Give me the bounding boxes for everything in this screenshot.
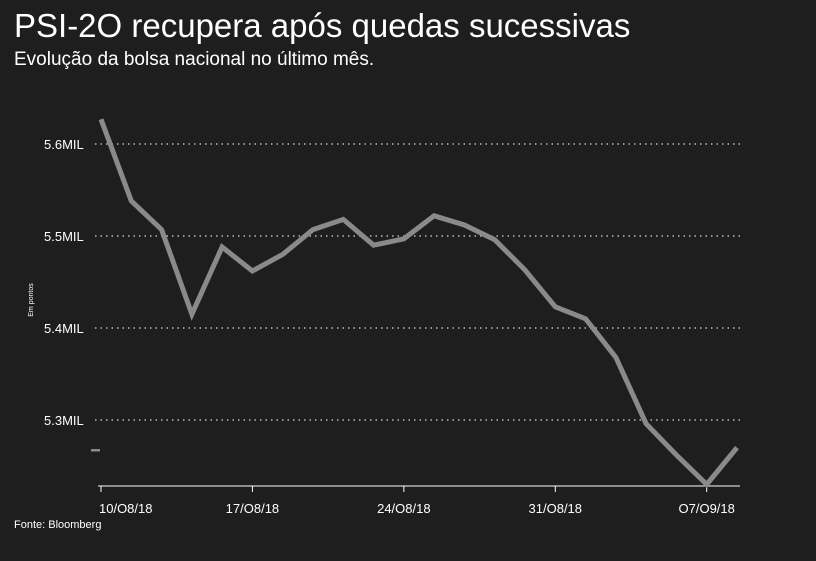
y-tick-label: 5.5MIL	[44, 229, 84, 244]
chart-subtitle: Evolução da bolsa nacional no último mês…	[14, 49, 375, 70]
y-axis-marker	[91, 449, 100, 452]
x-tick-label: 24/O8/18	[377, 501, 431, 516]
x-axis: 10/O8/18 17/O8/18 24/O8/18 31/O8/18 O7/O9/18	[98, 485, 740, 516]
x-tick-label: 10/O8/18	[99, 501, 153, 516]
series-line	[98, 118, 739, 489]
series-path	[98, 118, 739, 489]
x-tick-label: O7/O9/18	[679, 501, 735, 516]
x-tick-label: 31/O8/18	[529, 501, 583, 516]
y-axis-ticks: 5.6MIL 5.5MIL 5.4MIL 5.3MIL	[44, 137, 84, 428]
gridlines	[95, 143, 740, 421]
chart-title: PSI-2O recupera após quedas sucessivas	[14, 7, 631, 44]
source-note: Fonte: Bloomberg	[14, 519, 102, 531]
y-tick-label: 5.3MIL	[44, 413, 84, 428]
y-tick-label: 5.6MIL	[44, 137, 84, 152]
x-tick-label: 17/O8/18	[226, 501, 280, 516]
y-tick-label: 5.4MIL	[44, 321, 84, 336]
y-axis-label: Em pontos	[28, 283, 35, 317]
